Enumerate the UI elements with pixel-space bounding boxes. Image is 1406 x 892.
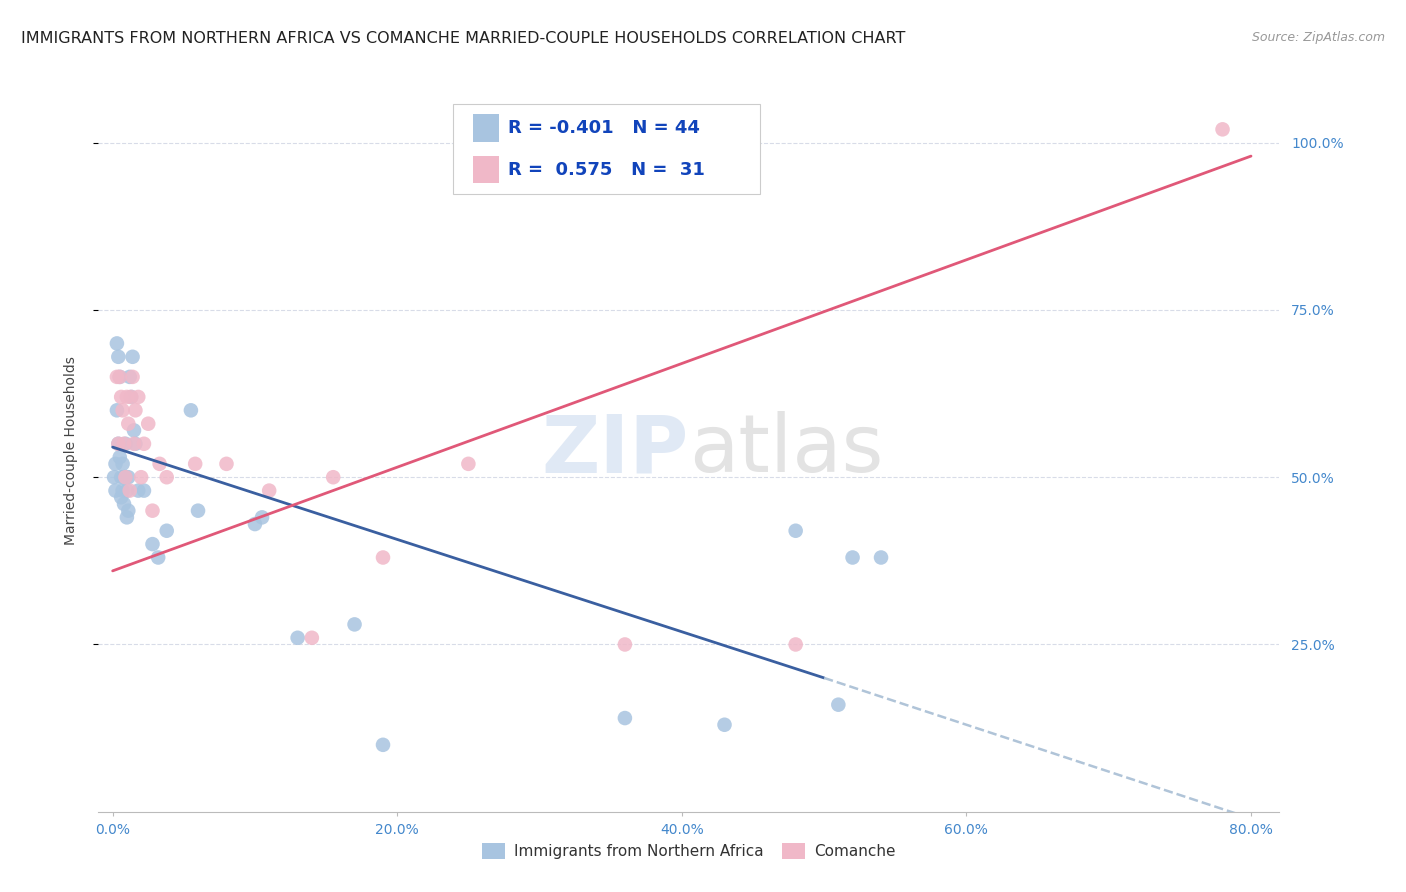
- Point: [120, 390, 142, 404]
- Point: [118, 483, 141, 498]
- Point: [287, 631, 309, 645]
- Point: [112, 436, 135, 450]
- Point: [132, 436, 155, 450]
- Point: [322, 470, 344, 484]
- FancyBboxPatch shape: [453, 103, 759, 194]
- Y-axis label: Married-couple Households: Married-couple Households: [63, 356, 77, 545]
- Point: [250, 510, 273, 524]
- Point: [110, 491, 132, 505]
- Point: [107, 350, 129, 364]
- Text: Source: ZipAtlas.com: Source: ZipAtlas.com: [1251, 31, 1385, 45]
- Point: [111, 457, 134, 471]
- Point: [105, 403, 128, 417]
- Point: [122, 436, 145, 450]
- FancyBboxPatch shape: [472, 156, 499, 184]
- Text: R = -0.401   N = 44: R = -0.401 N = 44: [508, 119, 700, 137]
- Legend: Immigrants from Northern Africa, Comanche: Immigrants from Northern Africa, Comanch…: [477, 838, 901, 865]
- Point: [111, 403, 134, 417]
- Point: [114, 470, 136, 484]
- Point: [110, 470, 132, 484]
- Text: atlas: atlas: [689, 411, 883, 490]
- Point: [104, 457, 127, 471]
- Point: [115, 390, 138, 404]
- Point: [114, 436, 136, 450]
- Point: [841, 550, 863, 565]
- Point: [124, 436, 146, 450]
- Point: [141, 503, 163, 517]
- Point: [127, 390, 149, 404]
- Point: [129, 470, 152, 484]
- Point: [187, 503, 209, 517]
- Point: [180, 403, 202, 417]
- Point: [121, 350, 143, 364]
- Point: [870, 550, 893, 565]
- Point: [156, 524, 179, 538]
- Point: [132, 483, 155, 498]
- Point: [108, 369, 131, 384]
- Point: [371, 550, 394, 565]
- Point: [108, 450, 131, 465]
- Point: [184, 457, 207, 471]
- Point: [1212, 122, 1234, 136]
- Point: [122, 424, 145, 438]
- Point: [115, 483, 138, 498]
- Point: [457, 457, 479, 471]
- Point: [124, 403, 146, 417]
- Point: [117, 503, 139, 517]
- Point: [127, 483, 149, 498]
- Text: R =  0.575   N =  31: R = 0.575 N = 31: [508, 161, 706, 178]
- Point: [108, 369, 131, 384]
- Point: [105, 369, 128, 384]
- Point: [120, 390, 142, 404]
- Point: [243, 517, 266, 532]
- Point: [148, 550, 170, 565]
- Point: [107, 436, 129, 450]
- Point: [110, 390, 132, 404]
- Point: [115, 510, 138, 524]
- Point: [613, 711, 636, 725]
- Point: [215, 457, 238, 471]
- Point: [111, 483, 134, 498]
- Point: [141, 537, 163, 551]
- Point: [156, 470, 179, 484]
- Point: [112, 470, 135, 484]
- Point: [613, 637, 636, 651]
- Point: [105, 336, 128, 351]
- Point: [343, 617, 366, 632]
- Point: [136, 417, 159, 431]
- Text: IMMIGRANTS FROM NORTHERN AFRICA VS COMANCHE MARRIED-COUPLE HOUSEHOLDS CORRELATIO: IMMIGRANTS FROM NORTHERN AFRICA VS COMAN…: [21, 31, 905, 46]
- Point: [121, 369, 143, 384]
- Point: [103, 470, 125, 484]
- Point: [118, 369, 141, 384]
- Text: ZIP: ZIP: [541, 411, 689, 490]
- Point: [371, 738, 394, 752]
- Point: [827, 698, 849, 712]
- Point: [117, 417, 139, 431]
- Point: [301, 631, 323, 645]
- Point: [257, 483, 280, 498]
- FancyBboxPatch shape: [472, 114, 499, 142]
- Point: [713, 717, 735, 731]
- Point: [107, 436, 129, 450]
- Point: [785, 524, 807, 538]
- Point: [114, 470, 136, 484]
- Point: [785, 637, 807, 651]
- Point: [104, 483, 127, 498]
- Point: [112, 497, 135, 511]
- Point: [149, 457, 172, 471]
- Point: [117, 470, 139, 484]
